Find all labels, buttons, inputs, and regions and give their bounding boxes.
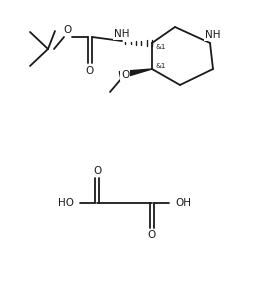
Text: O: O bbox=[86, 66, 94, 76]
Text: O: O bbox=[93, 166, 101, 176]
Text: O: O bbox=[121, 70, 129, 80]
Text: &1: &1 bbox=[156, 44, 166, 50]
Polygon shape bbox=[119, 69, 152, 78]
Text: OH: OH bbox=[175, 198, 191, 208]
Text: O: O bbox=[64, 25, 72, 35]
Text: O: O bbox=[148, 230, 156, 240]
Text: NH: NH bbox=[205, 30, 221, 40]
Text: HO: HO bbox=[58, 198, 74, 208]
Text: NH: NH bbox=[114, 29, 130, 39]
Text: &1: &1 bbox=[156, 63, 166, 69]
